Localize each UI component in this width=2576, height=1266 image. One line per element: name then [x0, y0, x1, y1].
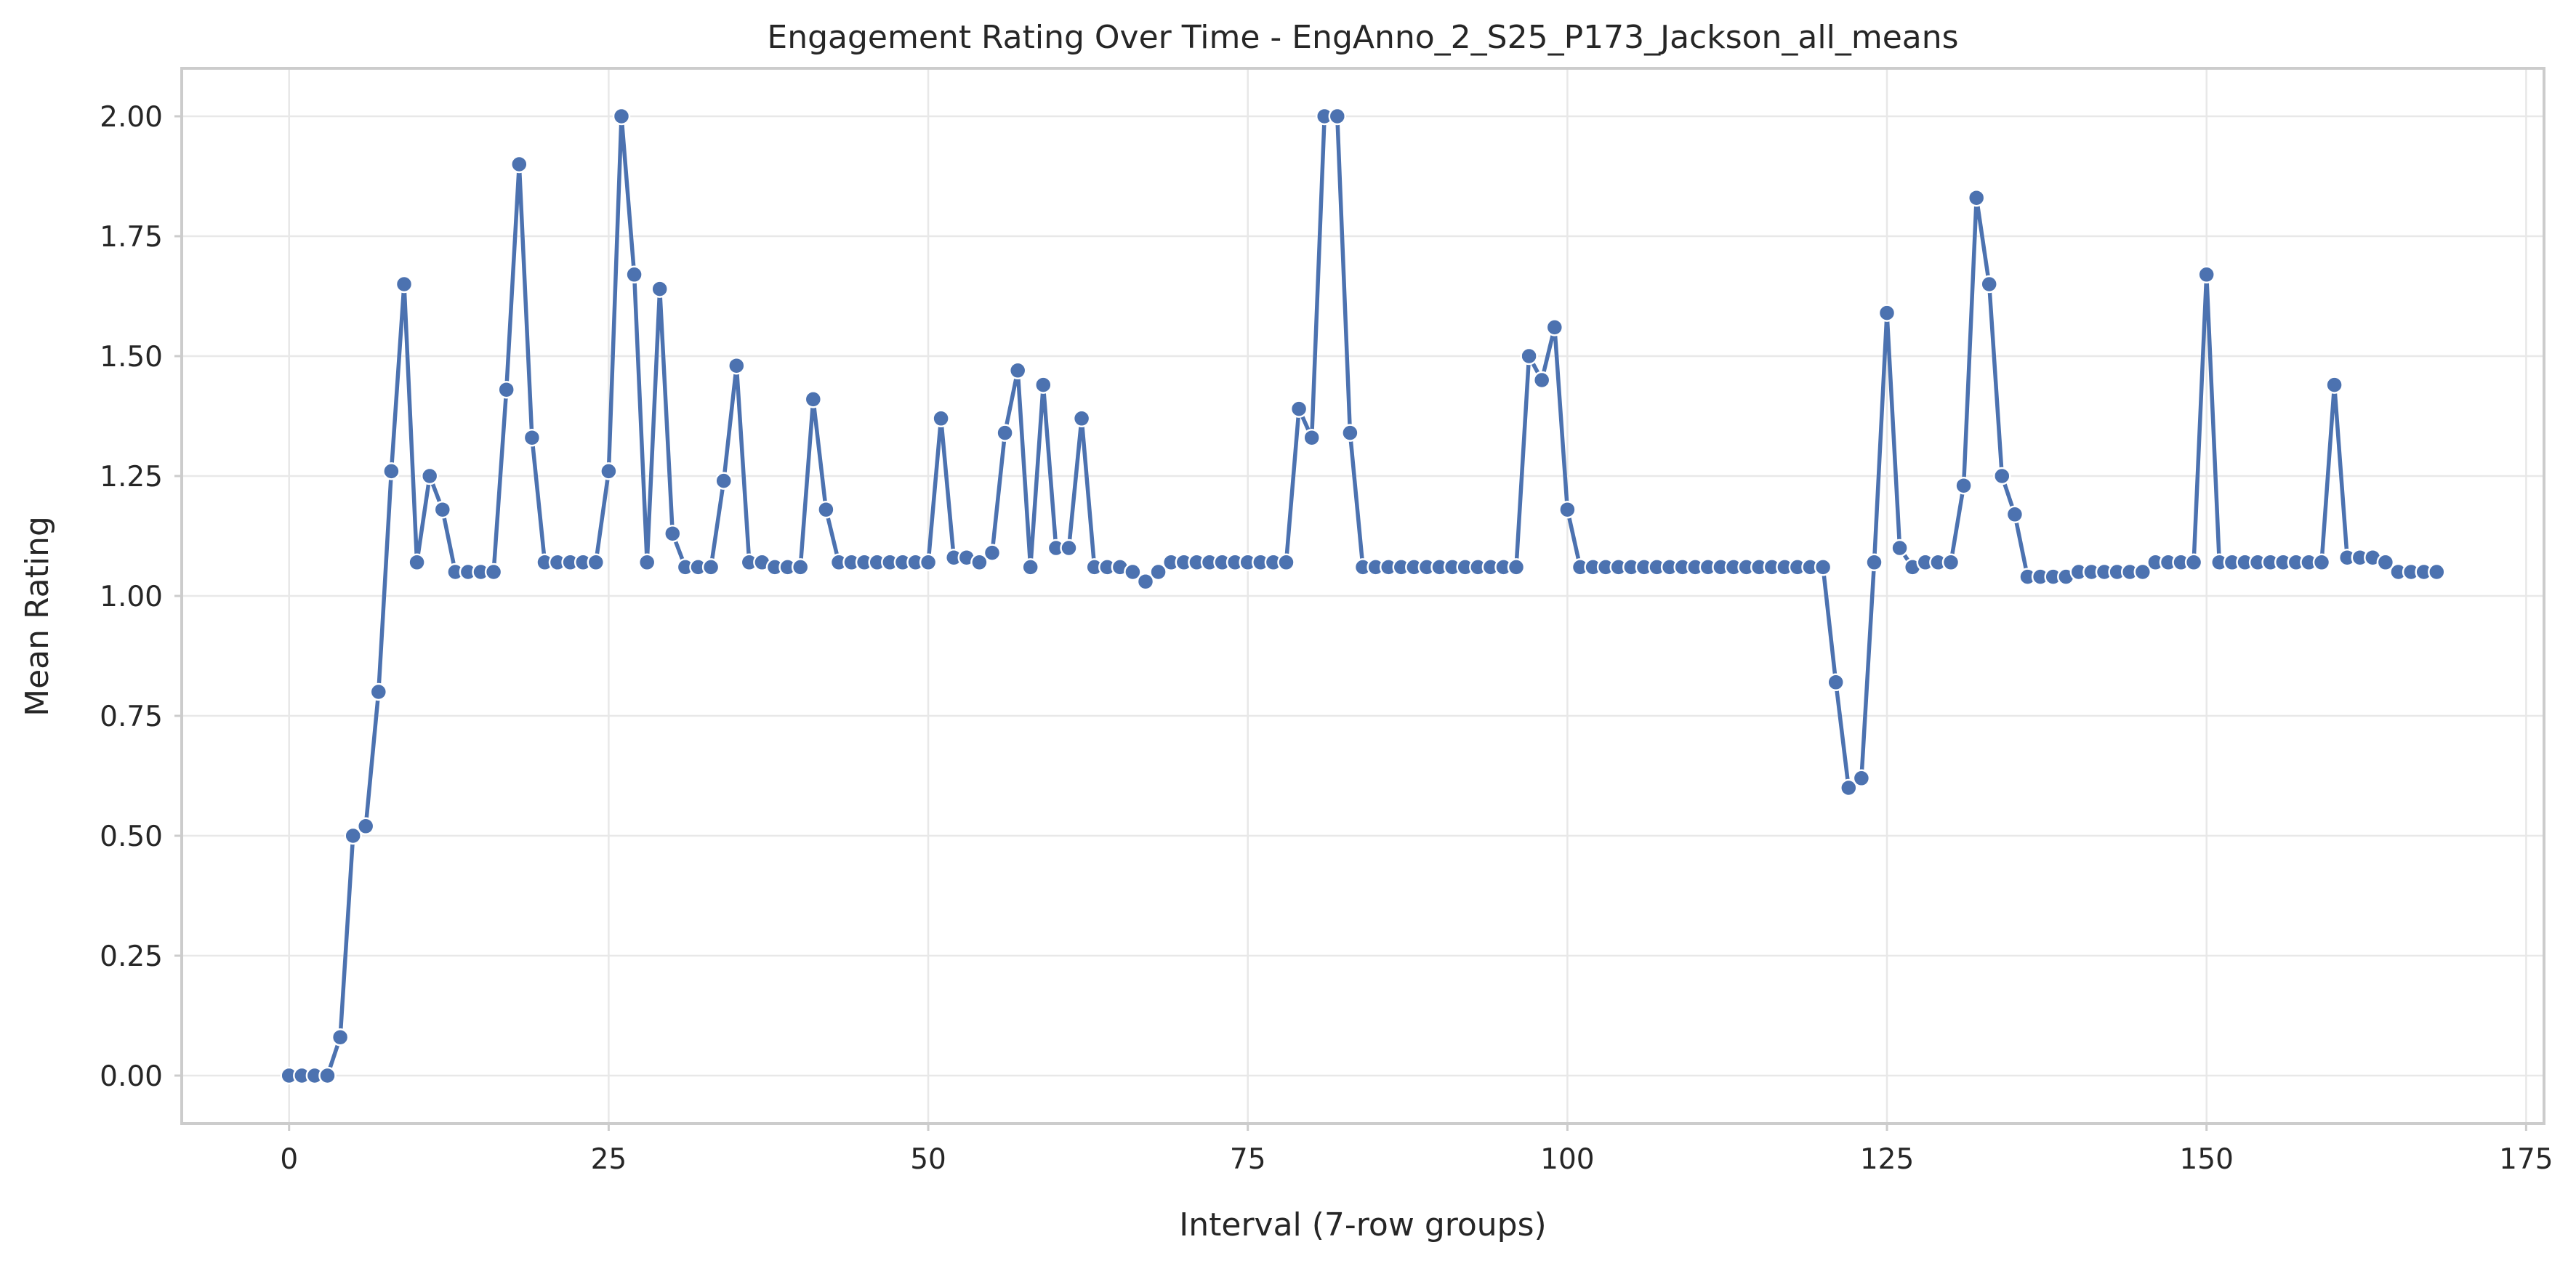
data-point: [651, 280, 669, 298]
data-point: [919, 553, 938, 572]
data-point: [1021, 558, 1039, 576]
data-point: [331, 1028, 350, 1047]
data-point: [510, 155, 528, 174]
data-point: [2312, 553, 2331, 572]
data-point: [395, 275, 414, 294]
data-point: [587, 553, 605, 572]
y-tick-label: 1.75: [100, 221, 163, 254]
y-tick-label: 0.50: [100, 821, 163, 853]
data-point: [600, 462, 618, 480]
data-point: [715, 472, 733, 490]
x-tick-label: 25: [591, 1143, 627, 1176]
data-point: [1149, 563, 1167, 581]
data-point: [356, 817, 375, 836]
data-point: [2005, 505, 2024, 524]
x-tick-label: 100: [1540, 1143, 1594, 1176]
data-point: [1852, 769, 1871, 788]
x-tick-label: 125: [1860, 1143, 1914, 1176]
data-point: [420, 467, 439, 485]
data-point: [701, 558, 720, 576]
data-point: [1289, 400, 1308, 418]
data-point: [996, 424, 1014, 442]
data-point: [318, 1066, 337, 1085]
data-point: [523, 428, 542, 447]
x-tick-label: 150: [2179, 1143, 2233, 1176]
data-point: [382, 462, 401, 480]
y-tick-label: 0.00: [100, 1060, 163, 1093]
data-point: [2133, 563, 2152, 581]
data-point: [1827, 673, 1845, 692]
data-point: [1993, 467, 2011, 485]
axis-ticks: 0 25 50 75 100 125 150 175 0.00 0.25 0.50 0.75 1.00 1…: [100, 101, 2553, 1176]
data-point: [2197, 265, 2215, 284]
data-point: [369, 682, 388, 701]
data-point: [1136, 572, 1155, 591]
data-point: [970, 553, 989, 572]
grid-lines: [182, 68, 2544, 1124]
data-point: [1520, 347, 1538, 366]
data-point: [1341, 424, 1359, 442]
x-axis-label: Interval (7-row groups): [1179, 1206, 1546, 1243]
data-point: [1941, 553, 1960, 572]
chart-title: Engagement Rating Over Time - EngAnno_2_…: [767, 19, 1958, 56]
y-tick-label: 1.25: [100, 461, 163, 493]
y-axis-label: Mean Rating: [19, 516, 56, 717]
data-point: [728, 356, 746, 375]
data-point: [1532, 371, 1551, 390]
data-point: [1124, 563, 1142, 581]
y-tick-label: 0.75: [100, 701, 163, 733]
data-point: [1507, 558, 1526, 576]
data-point: [612, 107, 631, 126]
data-point: [1060, 539, 1078, 557]
data-point: [1008, 361, 1027, 380]
data-point: [983, 544, 1002, 562]
data-point: [1865, 553, 1883, 572]
data-point: [2428, 563, 2446, 581]
data-point: [625, 265, 643, 284]
data-point: [1277, 553, 1295, 572]
data-point: [433, 500, 452, 519]
data-point: [1545, 318, 1564, 336]
x-tick-label: 50: [910, 1143, 946, 1176]
data-point: [1303, 428, 1321, 447]
data-point: [1877, 304, 1896, 322]
data-point: [344, 826, 362, 845]
data-point: [497, 380, 515, 399]
data-point: [1980, 275, 1998, 294]
data-point: [791, 558, 810, 576]
data-point: [1840, 778, 1858, 797]
y-tick-label: 2.00: [100, 101, 163, 134]
y-tick-label: 1.50: [100, 341, 163, 374]
x-tick-label: 75: [1230, 1143, 1266, 1176]
data-point: [2184, 553, 2203, 572]
data-point: [1955, 476, 1973, 495]
data-point: [664, 524, 682, 543]
y-tick-label: 0.25: [100, 940, 163, 973]
data-point: [804, 390, 823, 408]
x-tick-label: 0: [280, 1143, 298, 1176]
data-point: [484, 563, 503, 581]
data-point: [2376, 553, 2395, 572]
data-point: [1814, 558, 1832, 576]
y-tick-label: 1.00: [100, 581, 163, 613]
series-engagement: [280, 107, 2446, 1085]
data-point: [408, 553, 426, 572]
x-tick-label: 175: [2499, 1143, 2553, 1176]
data-point: [932, 409, 950, 428]
data-point: [2325, 376, 2343, 394]
data-point: [1328, 107, 1347, 126]
data-point: [1891, 539, 1909, 557]
data-point: [637, 553, 656, 572]
data-point: [1072, 409, 1091, 428]
data-point: [1967, 188, 1986, 207]
data-point: [1558, 500, 1577, 519]
data-point: [1034, 376, 1052, 394]
data-point: [817, 500, 835, 519]
